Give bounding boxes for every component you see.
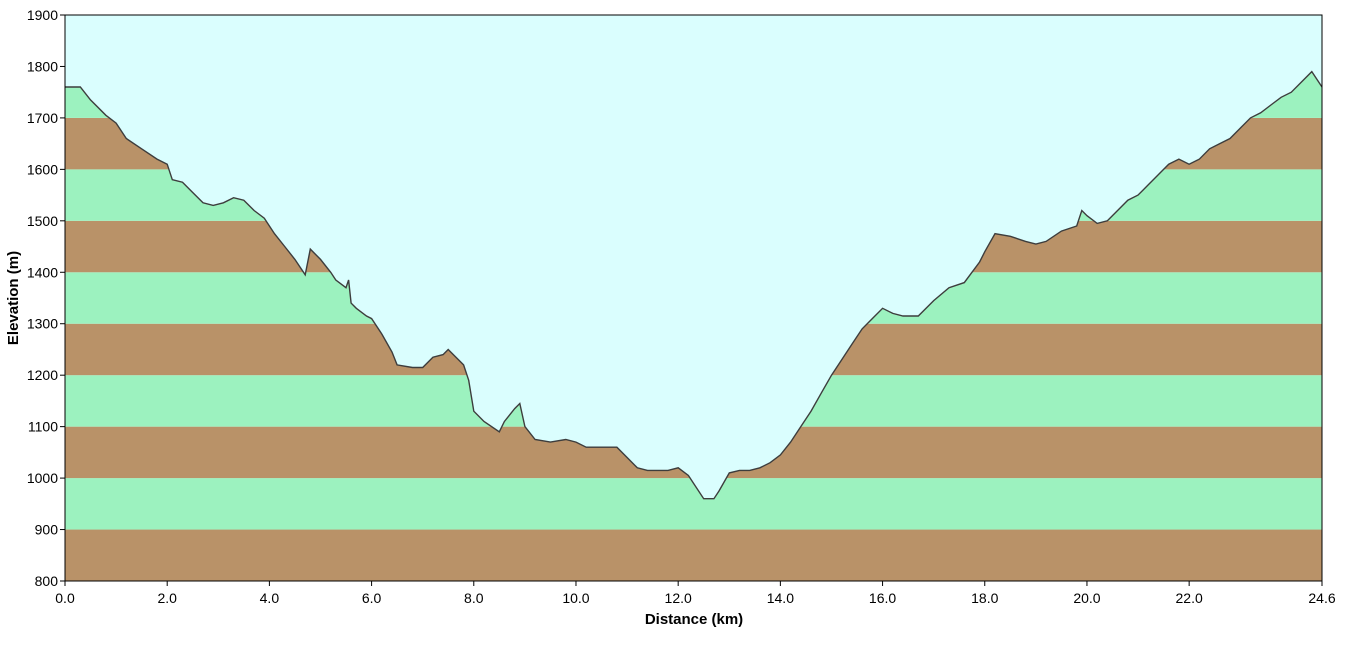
y-tick-label: 1700 xyxy=(27,110,58,126)
x-tick-label: 4.0 xyxy=(260,590,280,606)
elevation-band xyxy=(65,478,1322,530)
elevation-band xyxy=(65,529,1322,581)
y-tick-label: 1600 xyxy=(27,161,58,177)
x-tick-label: 8.0 xyxy=(464,590,484,606)
x-axis-title: Distance (km) xyxy=(645,611,743,628)
x-tick-label: 12.0 xyxy=(665,590,692,606)
y-tick-label: 900 xyxy=(35,522,59,538)
x-tick-label: 20.0 xyxy=(1073,590,1100,606)
y-tick-label: 800 xyxy=(35,573,59,589)
y-tick-label: 1800 xyxy=(27,58,58,74)
x-tick-label: 18.0 xyxy=(971,590,998,606)
y-axis: 800 900 1000 1100 1200 1300 1400 1500 1600 1700 18… xyxy=(27,7,65,589)
plot-frame xyxy=(64,14,1323,582)
x-axis: 0.0 2.0 4.0 6.0 8.0 10.0 12.0 14.0 16.0 18.0 20.0 2… xyxy=(55,581,1336,606)
y-tick-label: 1500 xyxy=(27,213,58,229)
y-tick-label: 1900 xyxy=(27,7,58,23)
y-tick-label: 1200 xyxy=(27,367,58,383)
x-tick-label: 24.6 xyxy=(1308,590,1335,606)
y-tick-label: 1000 xyxy=(27,470,58,486)
elevation-profile-line xyxy=(65,70,1322,500)
y-axis-title: Elevation (m) xyxy=(5,251,22,345)
x-tick-label: 6.0 xyxy=(362,590,382,606)
x-tick-label: 16.0 xyxy=(869,590,896,606)
x-tick-label: 22.0 xyxy=(1176,590,1203,606)
x-tick-label: 2.0 xyxy=(157,590,177,606)
x-tick-label: 0.0 xyxy=(55,590,75,606)
sky-fill-area xyxy=(65,15,1322,499)
x-tick-label: 10.0 xyxy=(562,590,589,606)
y-tick-label: 1300 xyxy=(27,316,58,332)
y-tick-label: 1400 xyxy=(27,264,58,280)
y-tick-label: 1100 xyxy=(28,419,58,435)
x-tick-label: 14.0 xyxy=(767,590,794,606)
